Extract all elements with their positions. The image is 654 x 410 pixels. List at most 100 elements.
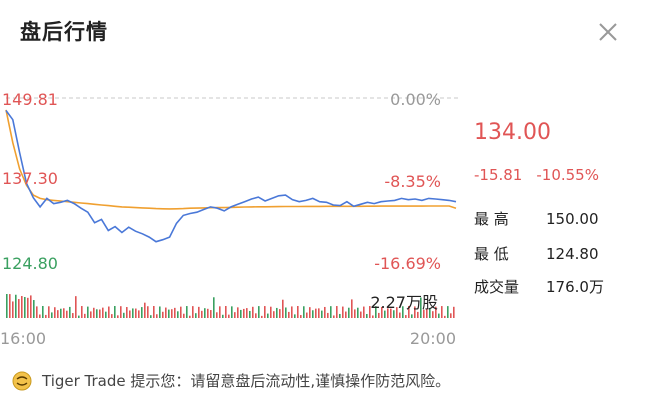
volume-bar [339,313,341,318]
volume-bar [54,307,56,318]
volume-bar [204,308,206,318]
volume-bar [246,308,248,318]
volume-bar [198,306,200,318]
volume-bar [108,306,110,318]
volume-bar [186,306,188,318]
page-title: 盘后行情 [20,20,108,44]
volume-bar [141,307,143,318]
volume-bar [9,294,11,318]
volume-bar [393,310,395,318]
volume-bar [324,306,326,318]
volume-bar [267,313,269,318]
volume-bar [234,312,236,318]
y-tick-left-low: 124.80 [2,254,58,273]
volume-bar [102,307,104,318]
average-price-line [5,109,457,210]
volume-bar [189,315,191,318]
volume-bar [177,311,179,318]
x-tick-end: 20:00 [410,329,456,348]
y-tick-right-mid: -8.35% [384,172,441,191]
volume-bar [291,306,293,318]
stat-low: 最 低 124.80 [474,243,599,264]
volume-bar [39,314,41,318]
volume-bar [168,309,170,318]
volume-bar [6,294,8,318]
volume-bar [36,306,38,318]
stat-low-value: 124.80 [546,245,599,263]
intraday-chart: 149.81 137.30 124.80 0.00% -8.35% -16.69… [0,90,460,348]
volume-bar [213,297,215,318]
volume-bar [396,307,398,318]
volume-bar [390,308,392,318]
volume-bar [174,307,176,318]
stat-volume: 成交量 176.0万 [474,276,604,297]
volume-bar [60,308,62,318]
volume-bar [123,312,125,318]
volume-bar [96,309,98,318]
volume-bar [117,315,119,318]
volume-bar [420,297,422,318]
tiger-logo-icon [12,371,32,390]
volume-bar [90,311,92,318]
volume-bar [24,297,26,318]
volume-bar [42,306,44,318]
volume-bar [345,311,347,318]
volume-bar [255,313,257,318]
volume-bar [330,306,332,318]
volume-bar [126,307,128,318]
volume-bar [417,311,419,318]
volume-bar [219,306,221,318]
volume-bar [57,310,59,318]
volume-bar [426,309,428,318]
y-tick-left-mid: 137.30 [2,169,58,188]
volume-bar [300,315,302,318]
price-change-row: -15.81 -10.55% [474,166,599,184]
volume-bar [336,306,338,318]
volume-bar [183,313,185,318]
stat-high-value: 150.00 [546,210,599,228]
price-change-pct: -10.55% [536,166,599,184]
volume-bar [210,310,212,318]
volume-bar [201,310,203,318]
volume-bar [75,296,77,318]
x-tick-start: 16:00 [0,329,46,348]
volume-bar [240,309,242,318]
volume-bar [216,312,218,318]
volume-bar [270,306,272,318]
volume-bar [51,312,53,318]
volume-bar [132,308,134,318]
volume-bar [150,315,152,318]
volume-bar [438,313,440,318]
volume-bar [432,311,434,318]
volume-bar [195,313,197,318]
volume-bar [435,306,437,318]
close-icon[interactable] [596,20,620,44]
volume-bar [252,306,254,318]
volume-bar [414,306,416,318]
volume-bar [18,299,20,318]
volume-bar [144,302,146,318]
volume-bar [162,311,164,318]
volume-bar [273,311,275,318]
stat-high-label: 最 高 [474,210,509,228]
volume-bar [297,306,299,318]
volume-max-label: 2.27万股 [370,293,438,312]
volume-bar [309,307,311,318]
volume-bar [306,312,308,318]
volume-bar [99,309,101,318]
volume-bar [48,306,50,318]
volume-bar [450,313,452,318]
volume-bar [429,307,431,318]
volume-bar [15,294,17,318]
volume-bars [6,294,455,318]
volume-bar [114,306,116,318]
footer-notice-text: Tiger Trade 提示您：请留意盘后流动性,谨慎操作防范风险。 [42,372,451,390]
volume-bar [354,309,356,318]
volume-bar [153,306,155,318]
volume-bar [318,308,320,318]
volume-bar [72,313,74,318]
last-price: 134.00 [474,120,551,145]
volume-bar [30,295,32,318]
volume-bar [111,314,113,318]
volume-bar [333,315,335,318]
